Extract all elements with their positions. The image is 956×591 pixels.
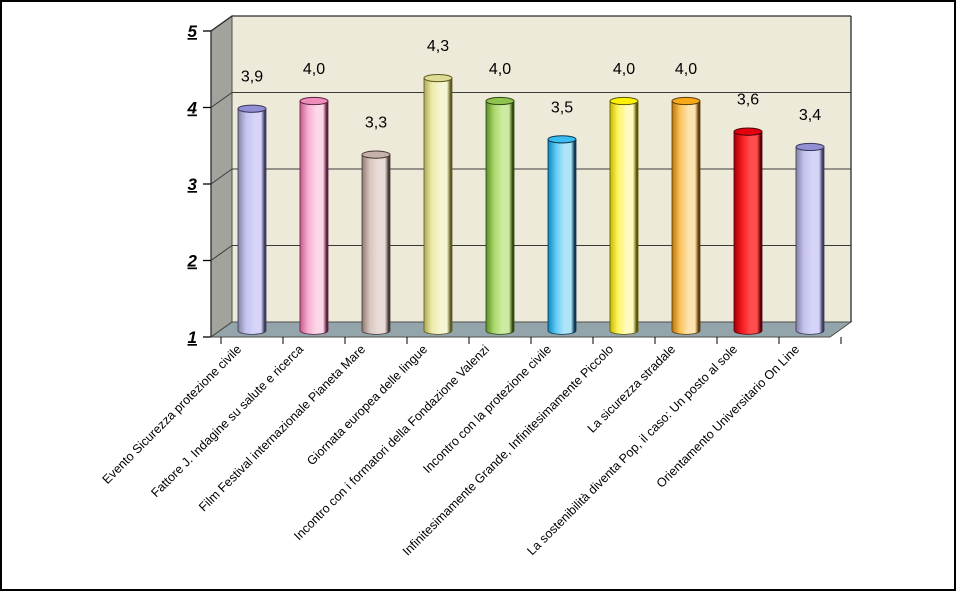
svg-text:3,5: 3,5 — [551, 99, 573, 116]
svg-text:2: 2 — [187, 252, 198, 271]
svg-text:4,3: 4,3 — [427, 38, 449, 55]
svg-text:4: 4 — [187, 99, 198, 118]
svg-text:La sostenibilità diventa Pop,: La sostenibilità diventa Pop, il caso: U… — [524, 342, 740, 558]
svg-text:3,9: 3,9 — [241, 69, 263, 86]
svg-text:4,0: 4,0 — [303, 61, 325, 78]
svg-text:3,3: 3,3 — [365, 115, 387, 132]
svg-text:4,0: 4,0 — [489, 61, 511, 78]
svg-text:4,0: 4,0 — [613, 61, 635, 78]
svg-text:Evento Sicurezza protezione ci: Evento Sicurezza protezione civile — [100, 342, 245, 487]
svg-text:Infinitesimamente Grande, Infi: Infinitesimamente Grande, Infinitesimame… — [400, 342, 616, 558]
svg-text:Orientamento Universitario On: Orientamento Universitario On Line — [654, 342, 802, 490]
svg-text:Incontro con la protezione civ: Incontro con la protezione civile — [420, 342, 554, 476]
svg-text:1: 1 — [188, 328, 197, 347]
svg-text:5: 5 — [188, 22, 198, 41]
svg-text:3,6: 3,6 — [737, 92, 759, 109]
svg-text:Giornata europea delle lingue: Giornata europea delle lingue — [304, 342, 430, 468]
svg-text:4,0: 4,0 — [675, 61, 697, 78]
svg-text:3: 3 — [188, 175, 198, 194]
svg-text:3,4: 3,4 — [799, 107, 821, 124]
